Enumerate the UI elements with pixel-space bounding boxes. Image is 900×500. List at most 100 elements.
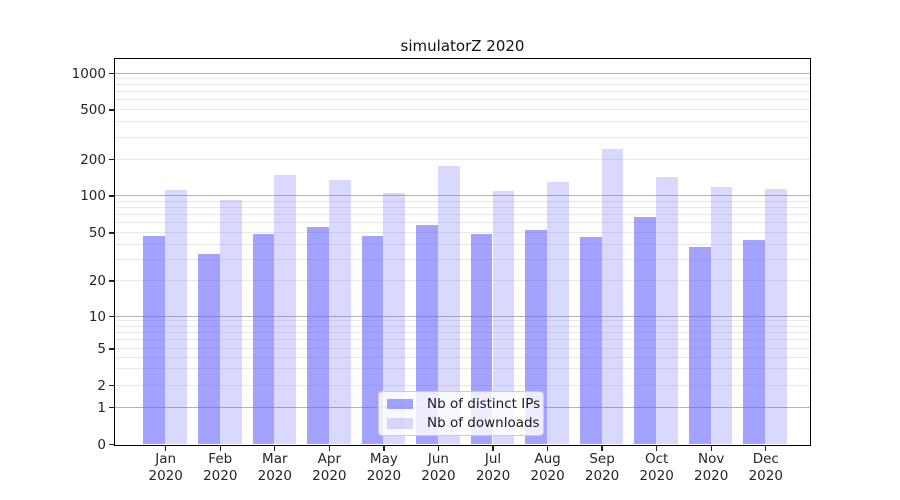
y-tick-label-1: 1 <box>97 399 106 416</box>
gridline-800 <box>115 84 810 86</box>
bar-downloads-dec <box>765 188 788 444</box>
gridline-3 <box>115 368 810 370</box>
gridline-200 <box>115 158 810 160</box>
y-tick-mark-5 <box>109 348 114 350</box>
x-tick-mark-jun <box>437 446 440 451</box>
gridline-4 <box>115 356 810 358</box>
x-tick-label-mar: Mar 2020 <box>257 451 292 484</box>
x-tick-label-nov: Nov 2020 <box>694 451 729 484</box>
legend-item-downloads: Nb of downloads <box>387 415 540 431</box>
y-tick-label-2: 2 <box>97 377 106 394</box>
x-tick-label-may: May 2020 <box>366 451 402 484</box>
x-tick-label-feb: Feb 2020 <box>203 451 238 484</box>
gridline-500 <box>115 109 810 110</box>
bar-ips-sep <box>579 236 602 444</box>
y-tick-mark-200 <box>109 158 114 161</box>
x-tick-mark-mar <box>274 446 276 451</box>
bar-ips-may <box>361 235 384 444</box>
gridline-7 <box>115 332 810 334</box>
bar-downloads-mar <box>274 174 297 444</box>
bar-ips-nov <box>688 246 711 444</box>
legend-label: Nb of downloads <box>427 415 540 432</box>
x-tick-mark-nov <box>710 446 712 451</box>
bar-ips-mar <box>252 233 275 444</box>
bar-downloads-apr <box>328 180 351 444</box>
legend-item-distinct-ips: Nb of distinct IPs <box>387 396 540 412</box>
y-tick-mark-2 <box>109 384 114 387</box>
y-tick-mark-1 <box>109 406 114 409</box>
y-tick-mark-50 <box>109 232 114 234</box>
y-tick-mark-20 <box>109 280 114 282</box>
x-tick-label-dec: Dec 2020 <box>748 451 783 484</box>
x-tick-mark-jan <box>165 446 167 451</box>
gridline-30 <box>115 258 810 260</box>
bar-ips-dec <box>743 240 766 444</box>
plot-area: Nb of distinct IPs Nb of downloads <box>114 58 811 446</box>
x-tick-label-jun: Jun 2020 <box>421 451 456 484</box>
gridline-1000 <box>115 72 810 74</box>
gridline-80 <box>115 206 810 208</box>
bar-downloads-may <box>383 192 406 444</box>
gridline-20 <box>115 280 810 281</box>
gridline-90 <box>115 200 810 202</box>
y-tick-mark-500 <box>109 109 114 111</box>
gridline-8 <box>115 325 810 327</box>
legend-swatch-downloads-icon <box>387 418 413 429</box>
y-tick-label-0: 0 <box>97 436 106 453</box>
y-tick-label-20: 20 <box>88 273 106 289</box>
y-tick-label-10: 10 <box>88 308 106 325</box>
bar-downloads-jun <box>437 166 460 444</box>
x-tick-label-oct: Oct 2020 <box>639 451 674 484</box>
y-tick-mark-10 <box>109 315 114 318</box>
x-tick-mark-jul <box>492 446 494 451</box>
gridline-400 <box>115 121 810 123</box>
bar-ips-oct <box>634 216 657 444</box>
gridline-40 <box>115 243 810 245</box>
gridline-50 <box>115 232 810 233</box>
x-tick-mark-apr <box>328 446 331 451</box>
y-tick-label-100: 100 <box>80 188 106 204</box>
gridline-10 <box>115 315 810 317</box>
gridline-5 <box>115 348 810 349</box>
gridline-70 <box>115 214 810 216</box>
bar-downloads-sep <box>601 149 624 444</box>
y-tick-label-5: 5 <box>97 341 106 357</box>
gridline-600 <box>115 99 810 101</box>
bar-downloads-feb <box>219 199 242 444</box>
x-tick-label-apr: Apr 2020 <box>312 451 347 484</box>
bar-ips-jun <box>416 224 438 444</box>
x-tick-label-sep: Sep 2020 <box>584 451 620 484</box>
x-tick-mark-sep <box>601 446 603 451</box>
bar-downloads-nov <box>710 186 733 444</box>
y-tick-label-200: 200 <box>80 151 106 168</box>
y-tick-label-500: 500 <box>80 102 106 118</box>
gridline-2 <box>115 384 810 386</box>
gridline-100 <box>115 195 810 196</box>
gridline-900 <box>115 78 810 80</box>
bar-downloads-aug <box>547 182 569 444</box>
x-tick-mark-dec <box>765 446 767 451</box>
x-tick-label-jul: Jul 2020 <box>475 451 511 484</box>
bar-downloads-jul <box>492 191 515 444</box>
y-tick-label-1000: 1000 <box>71 65 106 82</box>
gridline-60 <box>115 222 810 224</box>
legend-label: Nb of distinct IPs <box>427 395 541 412</box>
gridline-700 <box>115 91 810 93</box>
bar-ips-feb <box>197 254 220 444</box>
y-tick-mark-0 <box>109 443 114 446</box>
chart-title: simulatorZ 2020 <box>400 37 525 55</box>
bar-downloads-jan <box>165 189 187 444</box>
bar-ips-apr <box>307 227 329 444</box>
bar-downloads-oct <box>656 176 678 444</box>
gridline-6 <box>115 339 810 341</box>
x-tick-mark-aug <box>546 446 549 451</box>
x-tick-mark-feb <box>219 446 221 451</box>
gridline-9 <box>115 320 810 322</box>
x-tick-label-jan: Jan 2020 <box>148 451 183 484</box>
y-tick-label-50: 50 <box>88 225 106 241</box>
x-tick-label-aug: Aug 2020 <box>530 451 565 484</box>
legend: Nb of distinct IPs Nb of downloads <box>378 391 544 436</box>
gridline-300 <box>115 136 810 138</box>
bar-ips-jan <box>143 235 166 444</box>
